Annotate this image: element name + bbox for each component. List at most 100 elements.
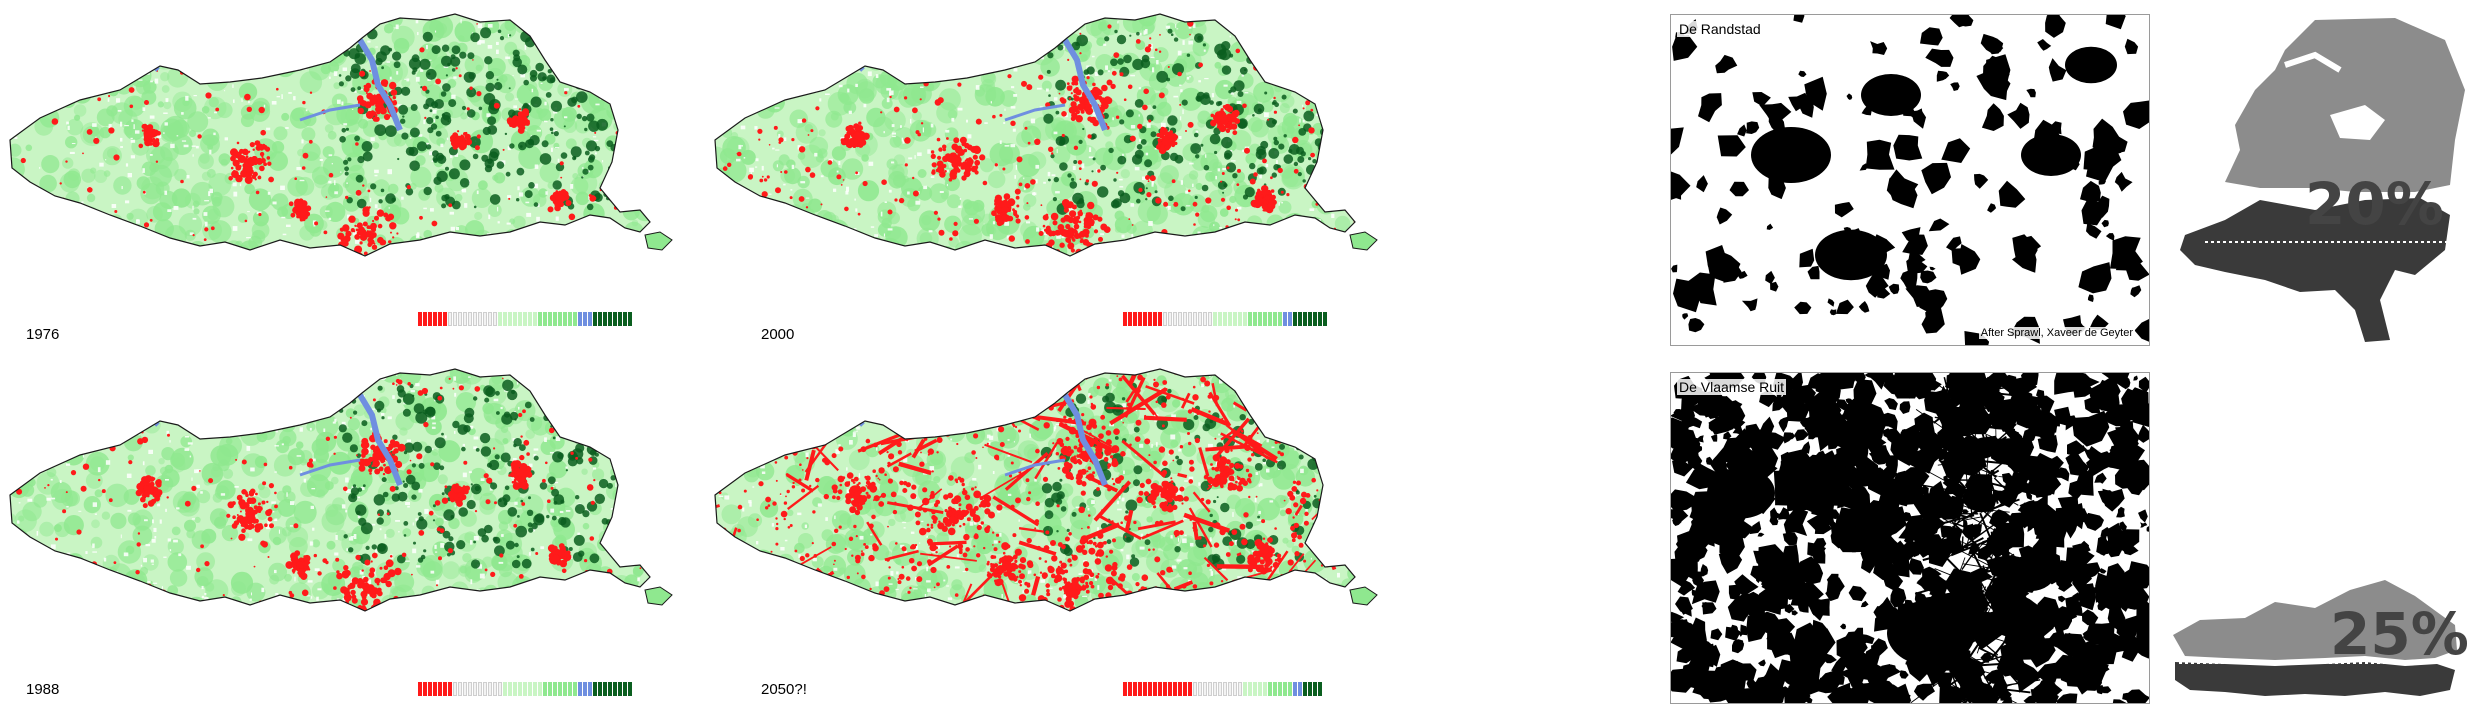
legend-swatch bbox=[1153, 312, 1157, 326]
legend-swatch bbox=[1133, 312, 1137, 326]
randstad-urban-pattern: De Randstad After Sprawl, Xaveer de Geyt… bbox=[1670, 14, 2150, 346]
legend-swatch bbox=[1238, 682, 1242, 696]
legend-swatch bbox=[1278, 682, 1282, 696]
legend-swatch bbox=[508, 682, 512, 696]
legend-swatch bbox=[1313, 312, 1317, 326]
legend-swatch bbox=[1138, 312, 1142, 326]
legend-swatch bbox=[1223, 682, 1227, 696]
legend-swatch bbox=[508, 312, 512, 326]
land-use-legend bbox=[418, 312, 633, 326]
legend-swatch bbox=[1308, 682, 1312, 696]
legend-swatch bbox=[1248, 682, 1252, 696]
legend-swatch bbox=[568, 312, 572, 326]
legend-swatch bbox=[438, 682, 442, 696]
legend-swatch bbox=[428, 682, 432, 696]
map-year-label: 1976 bbox=[26, 326, 60, 343]
legend-swatch bbox=[1248, 312, 1252, 326]
legend-swatch bbox=[1128, 682, 1132, 696]
legend-swatch bbox=[1308, 312, 1312, 326]
legend-swatch bbox=[1168, 312, 1172, 326]
legend-swatch bbox=[473, 682, 477, 696]
legend-swatch bbox=[498, 312, 502, 326]
legend-swatch bbox=[503, 312, 507, 326]
land-use-legend bbox=[1123, 312, 1328, 326]
map-panel-1976: 1976 bbox=[0, 0, 680, 350]
legend-swatch bbox=[608, 312, 612, 326]
legend-swatch bbox=[1263, 312, 1267, 326]
legend-swatch bbox=[1218, 312, 1222, 326]
legend-swatch bbox=[1243, 682, 1247, 696]
legend-swatch bbox=[453, 682, 457, 696]
legend-swatch bbox=[1208, 312, 1212, 326]
legend-swatch bbox=[1278, 312, 1282, 326]
legend-swatch bbox=[1163, 312, 1167, 326]
legend-swatch bbox=[573, 312, 577, 326]
land-use-legend bbox=[418, 682, 633, 696]
legend-swatch bbox=[1158, 312, 1162, 326]
legend-swatch bbox=[1138, 682, 1142, 696]
legend-swatch bbox=[613, 682, 617, 696]
legend-swatch bbox=[473, 312, 477, 326]
legend-swatch bbox=[593, 682, 597, 696]
flanders-share: 25% bbox=[2165, 560, 2475, 705]
legend-swatch bbox=[418, 312, 422, 326]
legend-swatch bbox=[1233, 682, 1237, 696]
legend-swatch bbox=[1208, 682, 1212, 696]
legend-swatch bbox=[438, 312, 442, 326]
legend-swatch bbox=[1283, 312, 1287, 326]
legend-swatch bbox=[538, 682, 542, 696]
legend-swatch bbox=[613, 312, 617, 326]
legend-swatch bbox=[1288, 312, 1292, 326]
legend-swatch bbox=[1303, 312, 1307, 326]
legend-swatch bbox=[1268, 312, 1272, 326]
legend-swatch bbox=[1178, 312, 1182, 326]
legend-swatch bbox=[553, 312, 557, 326]
flanders-land-use-map bbox=[714, 368, 1378, 612]
legend-swatch bbox=[458, 312, 462, 326]
legend-swatch bbox=[558, 312, 562, 326]
legend-swatch bbox=[463, 312, 467, 326]
legend-swatch bbox=[483, 312, 487, 326]
flanders-land-use-map bbox=[714, 13, 1378, 257]
legend-swatch bbox=[573, 682, 577, 696]
legend-swatch bbox=[433, 312, 437, 326]
legend-swatch bbox=[1123, 312, 1127, 326]
netherlands-silhouette-icon bbox=[2180, 18, 2465, 342]
legend-swatch bbox=[1238, 312, 1242, 326]
legend-swatch bbox=[1253, 682, 1257, 696]
legend-swatch bbox=[1253, 312, 1257, 326]
legend-swatch bbox=[578, 682, 582, 696]
legend-swatch bbox=[598, 312, 602, 326]
legend-swatch bbox=[1258, 312, 1262, 326]
legend-swatch bbox=[493, 682, 497, 696]
legend-swatch bbox=[628, 312, 632, 326]
legend-swatch bbox=[1128, 312, 1132, 326]
legend-swatch bbox=[563, 682, 567, 696]
legend-swatch bbox=[623, 312, 627, 326]
legend-swatch bbox=[1318, 682, 1322, 696]
legend-swatch bbox=[528, 682, 532, 696]
vlaamse-ruit-title: De Vlaamse Ruit bbox=[1677, 379, 1787, 395]
netherlands-share-label: 20% bbox=[2305, 170, 2444, 238]
legend-swatch bbox=[1233, 312, 1237, 326]
legend-swatch bbox=[1303, 682, 1307, 696]
legend-swatch bbox=[463, 682, 467, 696]
legend-swatch bbox=[458, 682, 462, 696]
legend-swatch bbox=[523, 312, 527, 326]
randstad-title: De Randstad bbox=[1677, 21, 1763, 37]
legend-swatch bbox=[488, 682, 492, 696]
flanders-share-label: 25% bbox=[2330, 600, 2469, 668]
legend-swatch bbox=[433, 682, 437, 696]
legend-swatch bbox=[543, 682, 547, 696]
legend-swatch bbox=[1263, 682, 1267, 696]
legend-swatch bbox=[533, 312, 537, 326]
legend-swatch bbox=[618, 312, 622, 326]
legend-swatch bbox=[483, 682, 487, 696]
legend-swatch bbox=[513, 312, 517, 326]
legend-swatch bbox=[478, 682, 482, 696]
flanders-land-use-map bbox=[9, 368, 673, 612]
legend-swatch bbox=[1323, 312, 1327, 326]
legend-swatch bbox=[1193, 682, 1197, 696]
legend-swatch bbox=[523, 682, 527, 696]
legend-swatch bbox=[498, 682, 502, 696]
